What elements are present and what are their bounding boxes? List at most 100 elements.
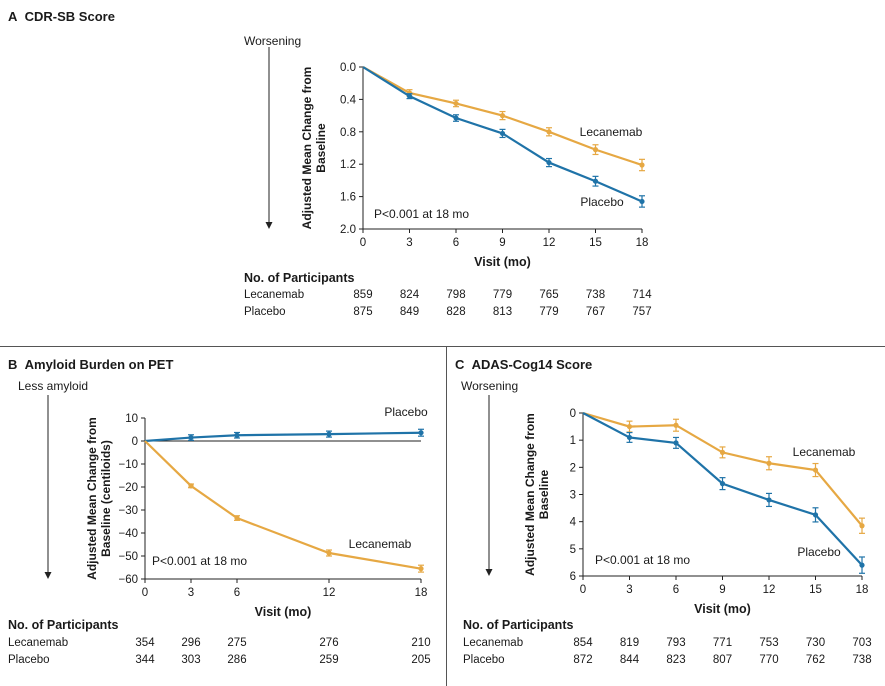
participants-count: 771	[712, 637, 733, 649]
x-tick-label: 9	[499, 237, 505, 249]
y-tick-label: 0.4	[340, 94, 357, 106]
data-point-placebo	[592, 178, 599, 184]
x-tick-label: 9	[719, 584, 725, 596]
data-point-placebo	[326, 431, 332, 437]
participants-count: 875	[353, 306, 373, 318]
y-tick-label: −20	[118, 482, 138, 494]
participants-count: 779	[492, 289, 513, 301]
data-point-lecanemab	[499, 113, 506, 119]
participants-count: 730	[805, 637, 826, 649]
participants-row-label: Placebo	[463, 654, 505, 666]
x-tick-label: 15	[809, 584, 822, 596]
y-tick-label: 1	[570, 435, 576, 447]
participants-count: 714	[632, 289, 652, 301]
y-tick-label: 2.0	[340, 224, 356, 236]
data-point-lecanemab	[418, 566, 424, 572]
participants-header: No. of Participants	[463, 618, 574, 632]
y-tick-label: −40	[118, 528, 138, 540]
series-label-lecanemab: Lecanemab	[580, 125, 643, 139]
y-tick-label: 1.2	[340, 159, 356, 171]
y-tick-label: −50	[118, 551, 138, 563]
panel-title-text: ADAS-Cog14 Score	[471, 357, 593, 372]
direction-label: Worsening	[461, 379, 519, 393]
series-label-placebo: Placebo	[384, 405, 428, 419]
x-tick-label: 15	[589, 237, 602, 249]
y-tick-label: 0	[132, 436, 138, 448]
y-tick-label: 0.0	[340, 62, 356, 74]
direction-label: Worsening	[244, 34, 302, 48]
data-point-lecanemab	[546, 129, 552, 135]
x-tick-label: 3	[626, 584, 632, 596]
p-value-annotation: P<0.001 at 18 mo	[595, 553, 690, 567]
direction-label: Less amyloid	[18, 379, 89, 393]
data-point-placebo	[546, 159, 552, 166]
x-tick-label: 3	[406, 237, 412, 249]
series-line-placebo	[144, 431, 422, 443]
participants-row-label: Placebo	[8, 654, 50, 666]
y-tick-label: 0	[570, 408, 576, 420]
x-axis-label: Visit (mo)	[474, 255, 531, 269]
participants-count: 793	[666, 637, 686, 649]
x-axis-label: Visit (mo)	[694, 602, 751, 616]
data-point-lecanemab	[626, 423, 633, 430]
x-tick-label: 6	[673, 584, 679, 596]
y-tick-label: 3	[570, 490, 576, 502]
data-point-placebo	[719, 481, 726, 487]
x-axis-label: Visit (mo)	[255, 605, 312, 619]
y-axis-label: Baseline	[314, 123, 328, 173]
y-tick-label: 2	[570, 462, 576, 474]
participants-count: 259	[319, 654, 339, 666]
panel-title: B Amyloid Burden on PET	[8, 357, 173, 372]
y-tick-label: 10	[125, 413, 138, 425]
data-point-placebo	[418, 430, 424, 436]
panel-letter: B	[8, 357, 18, 372]
participants-count: 807	[712, 654, 733, 666]
participants-count: 770	[759, 654, 779, 666]
p-value-annotation: P<0.001 at 18 mo	[374, 207, 469, 221]
data-point-lecanemab	[812, 467, 819, 473]
y-axis-label: Adjusted Mean Change from	[300, 67, 314, 230]
x-tick-label: 18	[415, 587, 428, 599]
y-tick-label: 1.6	[340, 192, 356, 204]
data-point-lecanemab	[639, 162, 645, 168]
y-tick-label: 6	[570, 571, 576, 583]
panel-b-amyloid: B Amyloid Burden on PET Less amyloid 10 0…	[0, 347, 446, 686]
data-point-lecanemab	[719, 449, 726, 455]
series-label-placebo: Placebo	[797, 545, 841, 559]
data-point-placebo	[499, 130, 506, 137]
participants-count: 296	[181, 637, 201, 649]
panel-title-text: CDR-SB Score	[24, 9, 115, 24]
panel-title: A CDR-SB Score	[8, 9, 115, 24]
x-tick-label: 0	[360, 237, 366, 249]
data-point-lecanemab	[326, 550, 332, 556]
y-axis-label: Baseline	[537, 469, 551, 519]
y-tick-label: 5	[570, 544, 576, 556]
chart-a-svg: 0.0 0.4 0.8 1.2 1.6 2.0 0 3 6 9 12 15 18 Visit (mo) Ad…	[265, 47, 648, 269]
data-point-lecanemab	[234, 515, 240, 521]
direction-arrow-head	[265, 222, 273, 229]
data-point-lecanemab	[673, 422, 679, 428]
x-tick-label: 18	[856, 584, 869, 596]
y-tick-label: −60	[118, 574, 138, 586]
participants-count: 767	[585, 306, 606, 318]
x-tick-label: 12	[763, 584, 776, 596]
x-tick-label: 0	[580, 584, 586, 596]
series-label-lecanemab: Lecanemab	[349, 537, 412, 551]
participants-count: 286	[227, 654, 247, 666]
data-point-lecanemab	[766, 460, 772, 466]
participants-count: 276	[319, 637, 339, 649]
participants-count: 703	[852, 637, 872, 649]
participants-row-label: Placebo	[244, 306, 286, 318]
x-tick-label: 12	[323, 587, 336, 599]
x-tick-label: 6	[234, 587, 240, 599]
series-label-placebo: Placebo	[580, 195, 624, 209]
participants-row-label: Lecanemab	[8, 637, 69, 649]
chart-b-svg: 10 0 −10 −20 −30 −40 −50 −60 0 3 6 12 18 Visit (mo) Ad…	[44, 395, 428, 619]
participants-count: 354	[135, 637, 155, 649]
data-point-placebo	[453, 115, 459, 121]
panel-title: C ADAS-Cog14 Score	[455, 357, 592, 372]
y-axis-label: Baseline (centiloids)	[99, 440, 113, 557]
participants-count: 738	[585, 289, 606, 301]
participants-count: 813	[492, 306, 513, 318]
